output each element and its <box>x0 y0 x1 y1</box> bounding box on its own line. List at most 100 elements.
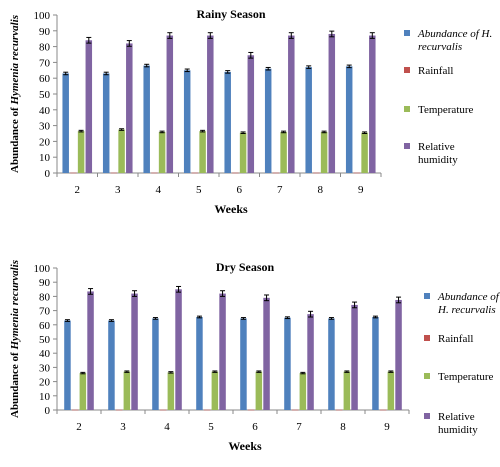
bar <box>351 304 358 410</box>
y-tick-label: 90 <box>39 277 51 289</box>
chart-title: Dry Season <box>216 260 275 274</box>
bar <box>196 316 203 410</box>
error-bar <box>64 319 70 322</box>
error-bar <box>212 370 218 373</box>
x-tick-label: 6 <box>252 421 258 433</box>
bar <box>272 172 280 174</box>
bar <box>152 318 159 410</box>
bar <box>335 409 343 411</box>
bar <box>175 289 182 410</box>
y-tick-label: 30 <box>39 362 51 374</box>
legend-swatch <box>424 335 430 341</box>
x-tick-label: 3 <box>115 184 121 196</box>
y-axis-label: Abundance of Hymenia recurvalis <box>9 260 21 418</box>
bar <box>77 131 85 173</box>
error-bar <box>86 36 92 44</box>
error-bar <box>264 294 270 302</box>
legend-label: Temperature <box>418 104 474 116</box>
bar <box>108 320 115 410</box>
bar <box>379 409 387 411</box>
error-bar <box>288 32 294 39</box>
chart-panel: 0 10 20 30 40 50 60 70 80 90 100 2 3 4 5 6 7 8 9 Dry Season… <box>9 260 500 453</box>
bar <box>118 129 125 173</box>
x-tick-label: 2 <box>76 421 82 433</box>
bar <box>372 316 379 410</box>
bar <box>239 132 247 173</box>
bar <box>110 172 118 174</box>
y-tick-label: 60 <box>39 73 51 85</box>
error-bar <box>167 32 173 39</box>
error-bar <box>265 66 271 71</box>
bar <box>232 172 239 174</box>
legend-label: Relative humidity <box>418 141 458 166</box>
bar <box>328 33 336 174</box>
bar <box>353 172 361 174</box>
bar <box>299 373 307 410</box>
legend: Abundance of H. recurvalis Rainfall Tempera… <box>424 291 500 436</box>
error-bar <box>308 310 314 318</box>
y-tick-label: 40 <box>39 348 51 360</box>
y-tick-label: 20 <box>39 377 51 389</box>
error-bar <box>396 296 402 304</box>
bar <box>158 131 166 173</box>
x-tick-label: 4 <box>164 421 170 433</box>
bar <box>211 371 219 410</box>
bar <box>307 314 314 410</box>
bar <box>62 73 69 173</box>
bar <box>151 172 158 174</box>
y-tick-label: 90 <box>39 26 51 38</box>
bar <box>70 172 77 174</box>
bar <box>284 317 291 410</box>
y-tick-label: 20 <box>39 136 51 148</box>
x-axis-label: Weeks <box>228 439 262 453</box>
bar <box>313 172 320 174</box>
x-tick-label: 7 <box>277 184 283 196</box>
bar <box>361 132 368 173</box>
error-bar <box>184 68 190 73</box>
bar <box>102 73 110 173</box>
error-bar <box>300 371 306 375</box>
error-bar <box>352 301 358 309</box>
error-bar <box>281 130 287 134</box>
error-bar <box>328 317 334 320</box>
y-tick-label: 60 <box>39 320 51 332</box>
bar <box>247 55 255 173</box>
y-tick-label: 50 <box>39 334 51 346</box>
bar <box>264 68 272 173</box>
bar <box>291 409 299 411</box>
error-bar <box>240 317 246 320</box>
y-tick-label: 30 <box>39 121 51 133</box>
x-tick-label: 8 <box>318 184 324 196</box>
x-tick-label: 6 <box>237 184 243 196</box>
legend: Abundance of H. recurvalis Rainfall Tempera… <box>404 28 492 166</box>
bar <box>183 70 191 173</box>
error-bar <box>225 70 231 74</box>
error-bar <box>152 317 158 320</box>
bar <box>219 293 226 410</box>
chart-title: Rainy Season <box>196 7 265 21</box>
y-tick-label: 80 <box>39 42 51 54</box>
error-bar <box>108 319 114 322</box>
x-tick-label: 5 <box>196 184 202 196</box>
bar <box>247 409 255 411</box>
bar <box>343 371 351 410</box>
bar <box>328 318 335 410</box>
error-bar <box>306 65 312 69</box>
bar <box>280 131 287 173</box>
bar <box>203 409 211 411</box>
bar <box>387 371 395 410</box>
error-bar <box>196 315 202 319</box>
error-bar <box>159 130 165 134</box>
error-bar <box>388 370 394 373</box>
y-tick-label: 70 <box>39 57 51 69</box>
x-tick-label: 9 <box>358 184 364 196</box>
bar <box>71 409 79 411</box>
bar <box>191 172 199 174</box>
bar <box>115 409 123 411</box>
x-tick-label: 7 <box>296 421 302 433</box>
y-tick-label: 70 <box>39 306 51 318</box>
y-tick-label: 0 <box>45 168 51 180</box>
bar <box>369 35 376 173</box>
bar <box>263 297 270 410</box>
